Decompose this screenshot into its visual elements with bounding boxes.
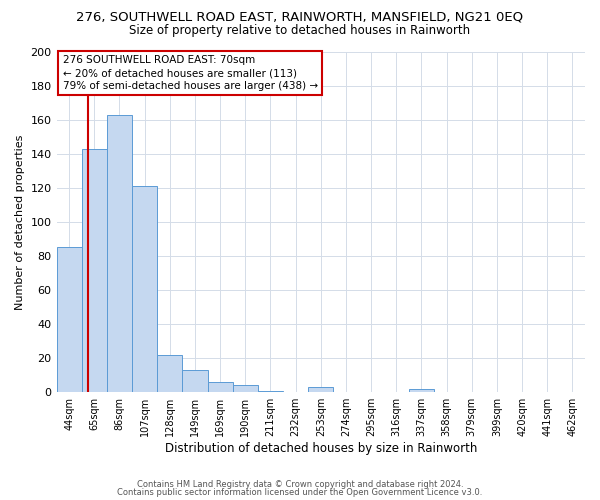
- Bar: [182, 370, 208, 392]
- Text: Contains public sector information licensed under the Open Government Licence v3: Contains public sector information licen…: [118, 488, 482, 497]
- Y-axis label: Number of detached properties: Number of detached properties: [15, 134, 25, 310]
- Bar: [258, 390, 283, 392]
- Bar: [132, 186, 157, 392]
- Bar: [82, 148, 107, 392]
- Text: 276, SOUTHWELL ROAD EAST, RAINWORTH, MANSFIELD, NG21 0EQ: 276, SOUTHWELL ROAD EAST, RAINWORTH, MAN…: [76, 11, 524, 24]
- Bar: [233, 386, 258, 392]
- Text: Contains HM Land Registry data © Crown copyright and database right 2024.: Contains HM Land Registry data © Crown c…: [137, 480, 463, 489]
- Bar: [56, 248, 82, 392]
- Bar: [409, 389, 434, 392]
- Bar: [308, 387, 334, 392]
- X-axis label: Distribution of detached houses by size in Rainworth: Distribution of detached houses by size …: [164, 442, 477, 455]
- Bar: [157, 354, 182, 392]
- Text: Size of property relative to detached houses in Rainworth: Size of property relative to detached ho…: [130, 24, 470, 37]
- Text: 276 SOUTHWELL ROAD EAST: 70sqm
← 20% of detached houses are smaller (113)
79% of: 276 SOUTHWELL ROAD EAST: 70sqm ← 20% of …: [62, 55, 318, 92]
- Bar: [208, 382, 233, 392]
- Bar: [107, 114, 132, 392]
